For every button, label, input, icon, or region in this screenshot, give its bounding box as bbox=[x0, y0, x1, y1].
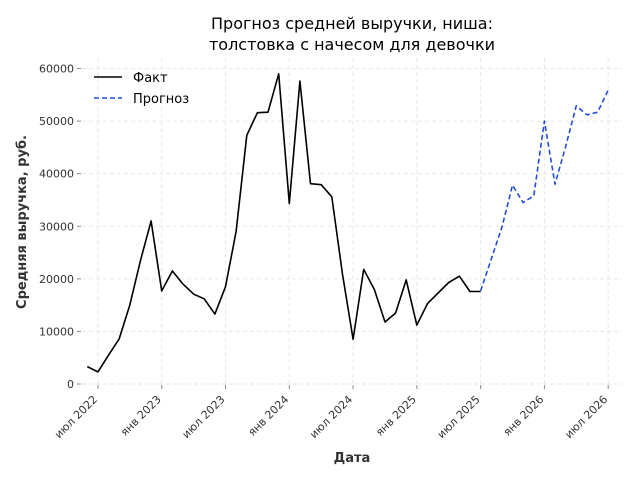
series-line-forecast bbox=[479, 89, 609, 292]
legend-label-fact: Факт bbox=[133, 71, 168, 86]
y-tick-label: 10000 bbox=[39, 325, 74, 338]
series-layer bbox=[86, 73, 609, 373]
y-tick-label: 40000 bbox=[39, 168, 74, 181]
y-tick-label: 30000 bbox=[39, 220, 74, 233]
y-tick-label: 50000 bbox=[39, 115, 74, 128]
x-tick-label: янв 2023 bbox=[118, 393, 164, 439]
x-tick-label: янв 2024 bbox=[246, 393, 292, 439]
chart-title-line2: толстовка с начесом для девочки bbox=[209, 35, 495, 54]
x-axis-label: Дата bbox=[334, 451, 371, 466]
legend-label-forecast: Прогноз bbox=[133, 92, 189, 107]
x-tick-label: июл 2026 bbox=[562, 393, 610, 441]
x-axis-ticks: июл 2022 янв 2023 июл 2023 янв 2024 июл 2024… bbox=[52, 385, 610, 441]
grid-layer bbox=[82, 58, 622, 385]
x-tick-label: июл 2025 bbox=[435, 393, 483, 441]
y-tick-label: 0 bbox=[67, 378, 74, 391]
x-tick-label: июл 2022 bbox=[52, 393, 100, 441]
legend: Факт Прогноз bbox=[94, 71, 189, 107]
y-axis-ticks: 0 10000 20000 30000 40000 50000 60000 bbox=[39, 63, 81, 391]
chart-title-line1: Прогноз средней выручки, ниша: bbox=[211, 14, 493, 33]
series-line-fact bbox=[86, 73, 481, 373]
x-tick-label: июл 2023 bbox=[180, 393, 228, 441]
y-axis-label: Средняя выручка, руб. bbox=[15, 135, 30, 309]
x-tick-label: янв 2025 bbox=[373, 393, 419, 439]
y-tick-label: 20000 bbox=[39, 273, 74, 286]
x-tick-label: июл 2024 bbox=[307, 393, 355, 441]
x-tick-label: янв 2026 bbox=[501, 393, 547, 439]
y-tick-label: 60000 bbox=[39, 63, 74, 76]
